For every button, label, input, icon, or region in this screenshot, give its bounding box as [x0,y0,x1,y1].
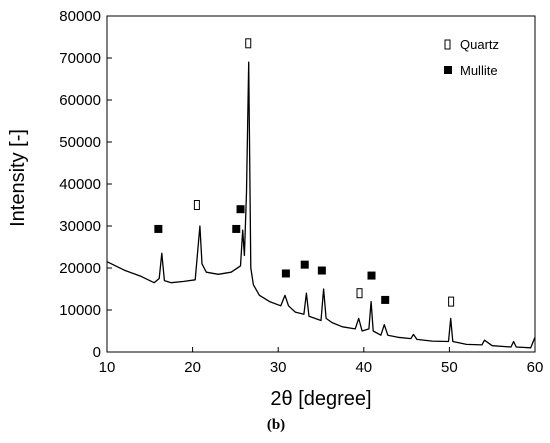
quartz-marker [448,296,455,307]
legend: Quartz Mullite [444,37,499,78]
mullite-marker [236,205,245,214]
series-line-intensity [106,61,536,349]
y-tick-label: 80000 [59,8,101,25]
mullite-marker [232,224,241,233]
x-axis-title: 2θ [degree] [270,388,371,410]
legend-quartz-label: Quartz [460,37,499,52]
x-tick-label: 10 [99,359,116,376]
x-tick-label: 30 [270,359,287,376]
x-axis-ticks: 10 20 30 40 50 60 [99,347,544,376]
mullite-marker [317,266,326,275]
quartz-marker [193,200,200,210]
mullite-marker [281,269,290,278]
y-tick-label: 20000 [59,260,101,277]
mullite-marker [367,271,376,280]
plot-area: 0 10000 20000 30000 40000 50000 60000 70000 8000… [59,8,543,376]
y-tick-label: 70000 [59,50,101,67]
y-tick-label: 0 [93,344,101,361]
y-tick-label: 10000 [59,302,101,319]
legend-quartz-marker [444,39,451,50]
y-tick-label: 30000 [59,218,101,235]
y-tick-label: 60000 [59,92,101,109]
y-tick-label: 40000 [59,176,101,193]
phase-markers [154,38,455,307]
y-axis-title: Intensity [-] [7,129,29,227]
legend-mullite-label: Mullite [460,63,498,78]
mullite-marker [154,224,163,233]
x-tick-label: 60 [527,359,544,376]
x-tick-label: 40 [355,359,372,376]
mullite-marker [300,260,309,269]
figure-caption: (b) [267,417,285,433]
quartz-marker [356,288,363,299]
x-tick-label: 50 [441,359,458,376]
quartz-marker [245,38,252,49]
y-axis-ticks: 0 10000 20000 30000 40000 50000 60000 70000 8000… [59,8,112,361]
x-tick-label: 20 [184,359,201,376]
legend-mullite-marker [444,66,452,74]
mullite-marker [381,295,390,304]
y-tick-label: 50000 [59,134,101,151]
